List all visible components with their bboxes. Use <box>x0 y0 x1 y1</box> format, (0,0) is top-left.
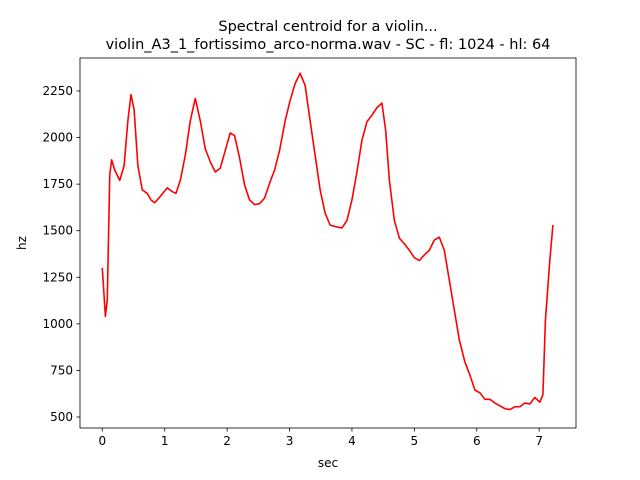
y-tick-label: 500 <box>50 410 73 424</box>
y-tick-label: 1500 <box>42 224 73 238</box>
x-tick-label: 5 <box>411 434 419 448</box>
series-line <box>101 72 554 411</box>
chart-title: Spectral centroid for a violin... <box>218 19 437 35</box>
y-tick-label: 1000 <box>42 317 73 331</box>
x-tick-label: 1 <box>161 434 169 448</box>
x-tick-label: 3 <box>286 434 294 448</box>
y-tick-label: 1750 <box>42 177 73 191</box>
x-tick-label: 6 <box>473 434 481 448</box>
y-tick-label: 1250 <box>42 270 73 284</box>
x-tick-label: 4 <box>348 434 356 448</box>
x-tick-label: 0 <box>98 434 106 448</box>
plot-frame <box>79 57 577 429</box>
y-tick-label: 750 <box>50 363 73 377</box>
x-tick-label: 2 <box>223 434 231 448</box>
x-tick-label: 7 <box>535 434 543 448</box>
y-tick-label: 2250 <box>42 84 73 98</box>
y-axis-label: hz <box>15 236 29 250</box>
chart-title: violin_A3_1_fortissimo_arco-norma.wav - … <box>106 37 551 53</box>
x-axis-label: sec <box>318 456 338 470</box>
y-tick-label: 2000 <box>42 131 73 145</box>
